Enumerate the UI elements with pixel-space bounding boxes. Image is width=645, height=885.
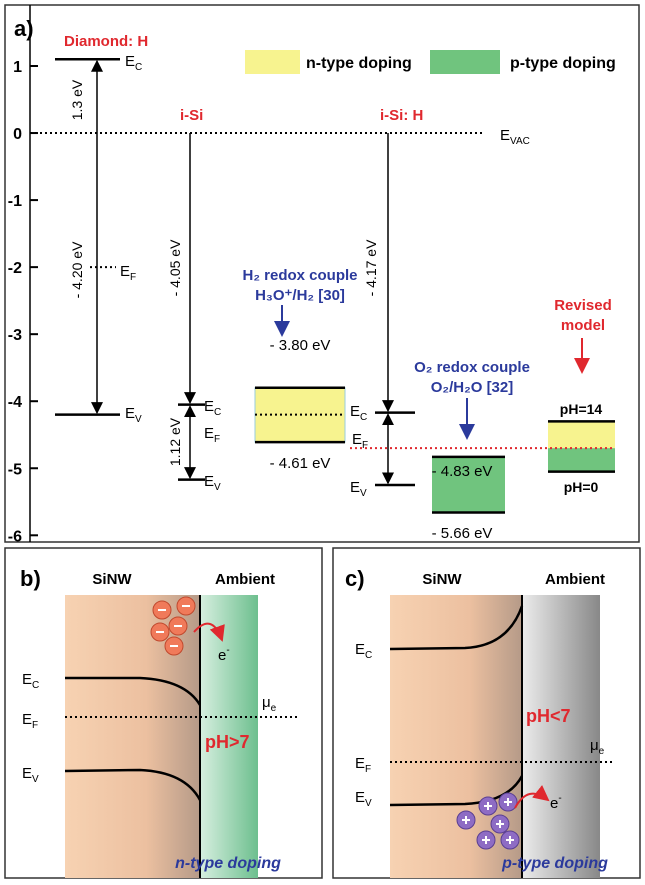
y-tick-label: -4 (8, 394, 22, 411)
caption: p-type doping (501, 855, 608, 872)
y-tick-label: 1 (13, 59, 22, 76)
charge-signs (462, 798, 514, 844)
level-label: EV (350, 479, 367, 499)
band-edge (64, 768, 202, 801)
material-name: i-Si (180, 107, 203, 124)
level-label: EV (22, 765, 39, 785)
caption: n-type doping (175, 855, 281, 872)
y-tick-label: -6 (8, 528, 22, 545)
level-label: EF (204, 425, 220, 445)
level-label: EF (355, 755, 371, 775)
level-label: EC (355, 641, 372, 661)
level-label: μe (590, 737, 605, 757)
energy-label: - 4.61 eV (270, 455, 331, 472)
sinw-region (65, 595, 200, 878)
panel-label: b) (20, 566, 41, 591)
y-tick-label: -2 (8, 260, 22, 277)
level-label: EVAC (500, 127, 530, 147)
ambient-region (200, 595, 258, 878)
ph-label: pH<7 (526, 706, 571, 726)
arrow (193, 622, 225, 642)
doping-box (548, 448, 615, 472)
region-label: Ambient (545, 571, 605, 588)
y-tick-label: 0 (13, 126, 22, 143)
level-label: μe (262, 694, 277, 714)
material-name: Diamond: H (64, 33, 148, 50)
level-label: EF (120, 263, 136, 283)
material-name: i-Si: H (380, 107, 423, 124)
annotation: model (561, 317, 605, 334)
energy-label: - 4.05 eV (167, 239, 183, 296)
y-tick-label: -5 (8, 461, 22, 478)
panel-label: c) (345, 566, 365, 591)
legend-swatch (245, 50, 300, 74)
panel-label: a) (14, 16, 34, 41)
level-label: EC (22, 671, 39, 691)
level-label: EC (204, 398, 221, 418)
energy-label: 1.3 eV (69, 79, 85, 120)
level-label: EV (125, 405, 142, 425)
level-label: EC (350, 403, 367, 423)
energy-label: - 5.66 eV (432, 525, 493, 542)
region-label: SiNW (422, 571, 462, 588)
ambient-region (522, 595, 600, 878)
level-label: EV (204, 473, 221, 493)
band-edge (389, 775, 524, 807)
level-label: EF (352, 431, 368, 451)
band-edge (389, 605, 524, 651)
panel-frame (4, 4, 640, 543)
legend-label: n-type doping (306, 55, 412, 72)
redox-box (432, 456, 505, 513)
region-label: Ambient (215, 571, 275, 588)
level-label: pH=0 (564, 479, 599, 495)
y-tick-label: -1 (8, 193, 22, 210)
annotation: O₂/H₂O [32] (431, 379, 514, 396)
annotation: O₂ redox couple (414, 359, 530, 376)
energy-label: - 4.83 eV (432, 463, 493, 480)
y-tick-label: -3 (8, 327, 22, 344)
annotation: Revised (554, 297, 612, 314)
panel-a: 1 0 -1 -2 -3 -4 -5 -6 (8, 5, 615, 545)
legend-swatch (430, 50, 500, 74)
ph-label: pH>7 (205, 732, 250, 752)
energy-label: 1.12 eV (167, 417, 183, 466)
annotation: H₃O⁺/H₂ [30] (255, 287, 345, 304)
legend-label: p-type doping (510, 55, 616, 72)
energy-label: - 3.80 eV (270, 337, 331, 354)
level-label: EC (125, 53, 142, 73)
energy-label: - 4.20 eV (69, 241, 85, 298)
annotation: H₂ redox couple (242, 267, 357, 284)
level-label: EF (22, 711, 38, 731)
level-label: EV (355, 789, 372, 809)
electron-label: e- (550, 793, 562, 812)
electron-label: e- (218, 645, 230, 664)
region-label: SiNW (92, 571, 132, 588)
level-label: pH=14 (560, 401, 603, 417)
charge-signs (156, 605, 190, 647)
arrow (514, 785, 550, 809)
doping-box (548, 421, 615, 449)
energy-label: - 4.17 eV (363, 239, 379, 296)
band-edge (65, 676, 202, 706)
